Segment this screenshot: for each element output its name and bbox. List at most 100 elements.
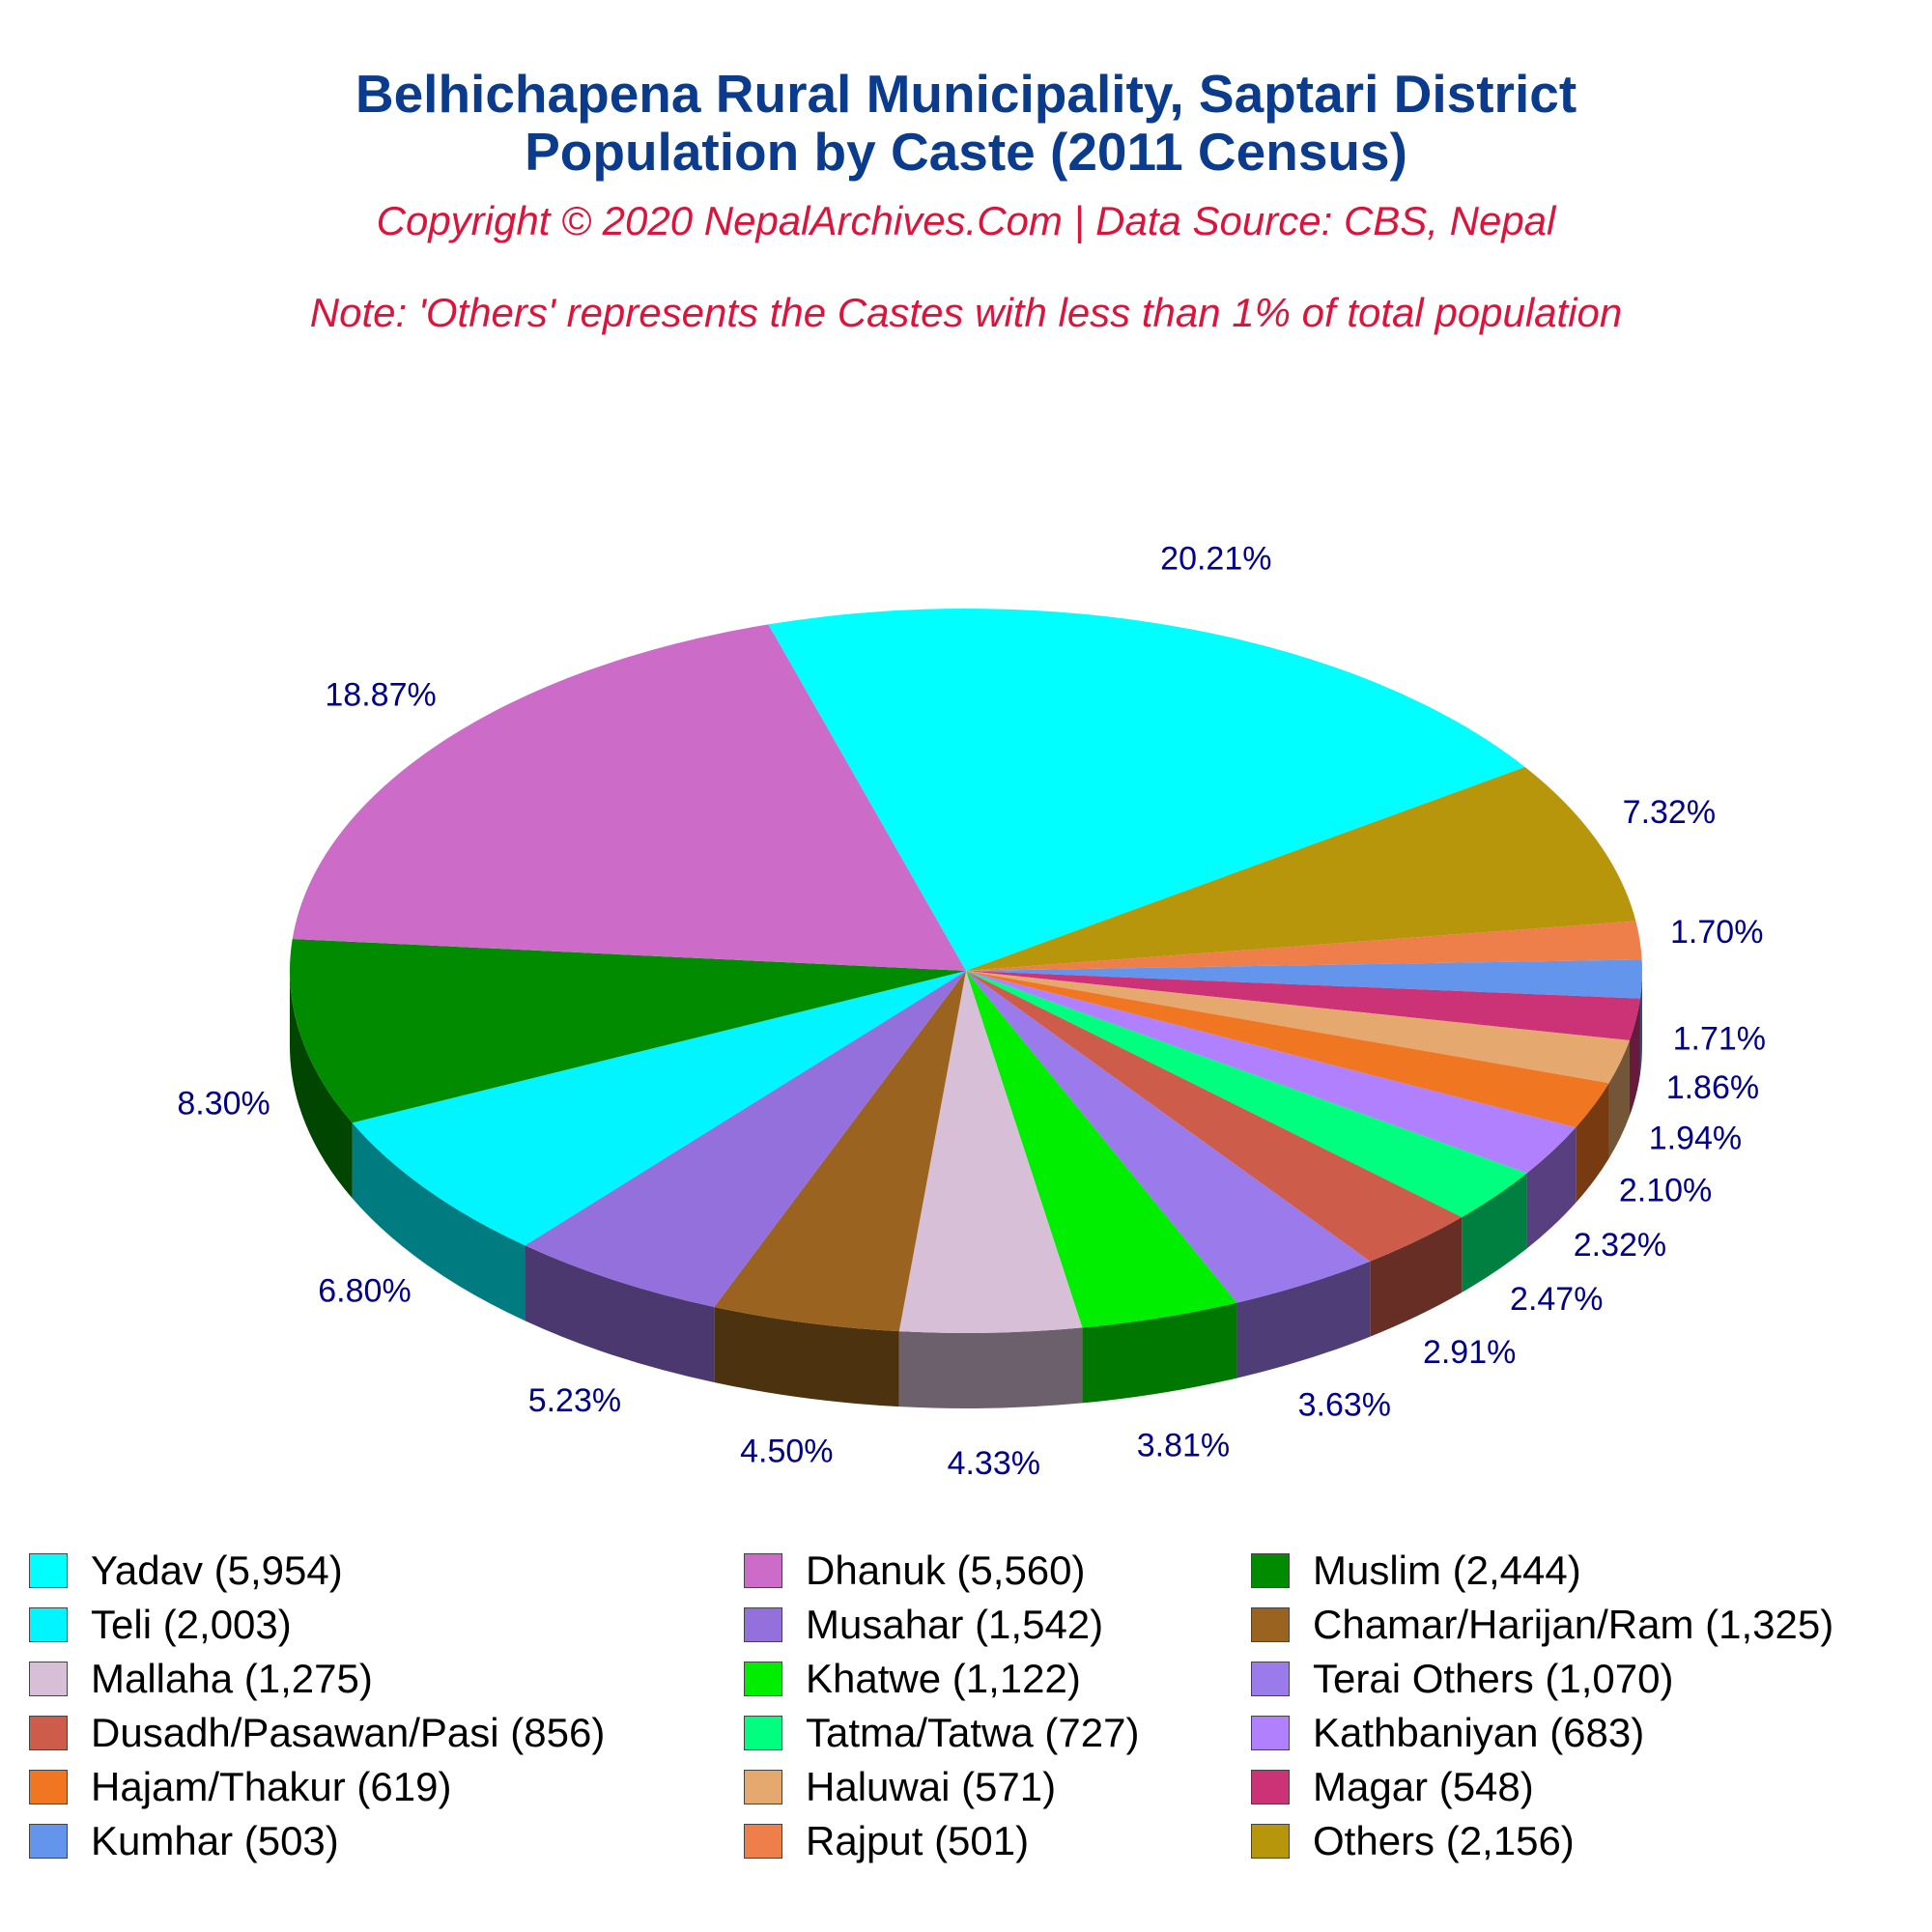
- pie-slice-others: [966, 767, 1636, 971]
- legend-item: Musahar (1,542): [744, 1600, 1103, 1650]
- legend-item: Tatma/Tatwa (727): [744, 1708, 1139, 1758]
- slice-percent-label: 7.32%: [1623, 794, 1716, 831]
- pie-slice-dhanuk: [292, 624, 966, 971]
- pie-slice-hajam-thakur: [966, 971, 1609, 1128]
- pie-slice-tatma-tatwa: [966, 971, 1527, 1218]
- pie-side-khatwe: [1082, 1302, 1237, 1404]
- pie-side-mallaha: [898, 1327, 1083, 1408]
- legend-item: Khatwe (1,122): [744, 1654, 1081, 1704]
- pie-side-haluwai: [1608, 1040, 1630, 1159]
- pie-side-dusadh-pasawan-pasi: [1370, 1217, 1463, 1337]
- legend-item: Hajam/Thakur (619): [29, 1762, 451, 1812]
- pie-side-hajam-thakur: [1576, 1083, 1609, 1204]
- pie-slice-dusadh-pasawan-pasi: [966, 971, 1463, 1262]
- pie-side-kathbaniyan: [1526, 1127, 1577, 1249]
- legend-swatch: [1251, 1716, 1290, 1750]
- slice-percent-label: 2.47%: [1510, 1281, 1603, 1318]
- legend-item: Kumhar (503): [29, 1816, 339, 1866]
- slice-percent-label: 2.32%: [1574, 1227, 1666, 1264]
- pie-side-muslim: [290, 971, 353, 1199]
- legend-label: Tatma/Tatwa (727): [806, 1710, 1140, 1755]
- pie-slice-chamar-harijan-ram: [714, 971, 966, 1332]
- pie-slice-yadav: [768, 609, 1525, 971]
- pie-slice-terai-others: [966, 971, 1371, 1303]
- pie-slice-khatwe: [966, 971, 1237, 1328]
- legend-item: Dhanuk (5,560): [744, 1546, 1086, 1596]
- slice-percent-label: 5.23%: [528, 1382, 621, 1419]
- pie-slice-musahar: [525, 971, 966, 1308]
- pie-slice-kathbaniyan: [966, 971, 1577, 1174]
- legend-label: Chamar/Harijan/Ram (1,325): [1313, 1602, 1834, 1647]
- legend-item: Terai Others (1,070): [1251, 1654, 1674, 1704]
- legend-label: Khatwe (1,122): [806, 1656, 1081, 1701]
- legend-swatch: [744, 1824, 782, 1859]
- legend-swatch: [1251, 1662, 1290, 1696]
- legend-swatch: [29, 1662, 68, 1696]
- chart-title-line2: Population by Caste (2011 Census): [525, 122, 1407, 182]
- legend-swatch: [29, 1770, 68, 1804]
- legend-swatch: [29, 1607, 68, 1642]
- legend-swatch: [29, 1553, 68, 1588]
- legend-label: Dhanuk (5,560): [806, 1548, 1086, 1593]
- legend-item: Teli (2,003): [29, 1600, 292, 1650]
- pie-side-tatma-tatwa: [1462, 1173, 1527, 1293]
- legend-swatch: [1251, 1824, 1290, 1859]
- legend-swatch: [29, 1716, 68, 1750]
- legend-label: Magar (548): [1313, 1764, 1534, 1809]
- legend-swatch: [1251, 1553, 1290, 1588]
- copyright-text: Copyright © 2020 NepalArchives.Com | Dat…: [376, 198, 1556, 243]
- pie-side-terai-others: [1236, 1261, 1371, 1378]
- note-text: Note: 'Others' represents the Castes wit…: [309, 290, 1623, 335]
- legend-item: Yadav (5,954): [29, 1546, 343, 1596]
- pie-side-magar: [1629, 998, 1640, 1117]
- pie-slice-mallaha: [898, 971, 1083, 1333]
- legend-item: Rajput (501): [744, 1816, 1029, 1866]
- chart-title-line1: Belhichapena Rural Municipality, Saptari…: [355, 64, 1577, 124]
- pie-slice-haluwai: [966, 971, 1630, 1084]
- slice-percent-label: 1.70%: [1670, 914, 1763, 951]
- slice-percent-label: 3.63%: [1298, 1386, 1391, 1423]
- slice-percent-label: 3.81%: [1137, 1427, 1230, 1463]
- slice-percent-label: 8.30%: [177, 1086, 270, 1122]
- slice-percent-label: 2.10%: [1619, 1173, 1712, 1209]
- legend-label: Dusadh/Pasawan/Pasi (856): [91, 1710, 606, 1755]
- slice-percent-label: 2.91%: [1423, 1334, 1516, 1371]
- legend-item: Haluwai (571): [744, 1762, 1056, 1812]
- legend-item: Mallaha (1,275): [29, 1654, 373, 1704]
- legend-swatch: [1251, 1607, 1290, 1642]
- legend-label: Rajput (501): [806, 1818, 1030, 1863]
- legend-label: Kumhar (503): [91, 1818, 339, 1863]
- legend-label: Kathbaniyan (683): [1313, 1710, 1645, 1755]
- slice-percent-label: 1.86%: [1666, 1069, 1759, 1106]
- legend-swatch: [744, 1553, 782, 1588]
- slice-percent-label: 18.87%: [325, 677, 436, 714]
- pie-side-teli: [352, 1122, 526, 1321]
- slice-percent-label: 1.94%: [1649, 1121, 1742, 1157]
- pie-side-kumhar: [1639, 971, 1642, 1074]
- pie-slice-rajput: [966, 921, 1642, 971]
- legend-label: Musahar (1,542): [806, 1602, 1104, 1647]
- legend-item: Magar (548): [1251, 1762, 1534, 1812]
- legend-swatch: [744, 1770, 782, 1804]
- slice-percent-label: 1.71%: [1673, 1021, 1766, 1058]
- pie-slice-teli: [352, 971, 966, 1246]
- legend-item: Dusadh/Pasawan/Pasi (856): [29, 1708, 605, 1758]
- chart-legend: Yadav (5,954) Dhanuk (5,560) Muslim (2,444…: [0, 1546, 1932, 1913]
- legend-swatch: [744, 1716, 782, 1750]
- pie-side-musahar: [525, 1245, 715, 1383]
- legend-swatch: [744, 1607, 782, 1642]
- slice-percent-label: 4.33%: [948, 1445, 1040, 1482]
- legend-label: Muslim (2,444): [1313, 1548, 1581, 1593]
- legend-label: Haluwai (571): [806, 1764, 1057, 1809]
- slice-percent-label: 6.80%: [318, 1273, 411, 1310]
- legend-item: Kathbaniyan (683): [1251, 1708, 1644, 1758]
- pie-chart: 20.21% 7.32% 1.70% 1.71% 1.86% 1.94% 2.10% 2.32…: [177, 540, 1766, 1482]
- legend-label: Terai Others (1,070): [1313, 1656, 1674, 1701]
- legend-label: Mallaha (1,275): [91, 1656, 373, 1701]
- pie-slice-kumhar: [966, 959, 1642, 999]
- pie-slice-muslim: [289, 938, 966, 1123]
- legend-swatch: [1251, 1770, 1290, 1804]
- legend-label: Hajam/Thakur (619): [91, 1764, 452, 1809]
- legend-label: Teli (2,003): [91, 1602, 292, 1647]
- pie-slice-magar: [966, 971, 1640, 1041]
